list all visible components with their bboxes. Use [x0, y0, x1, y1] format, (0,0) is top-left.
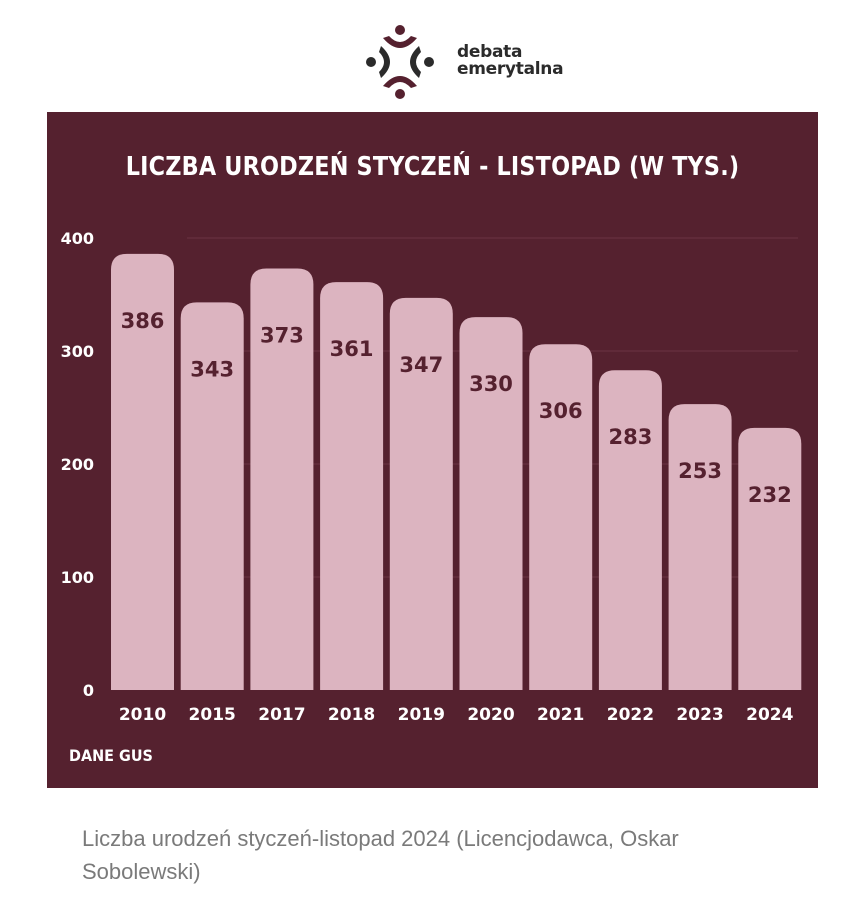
y-tick-label: 400 [61, 229, 94, 248]
logo-wordmark: debata emerytalna [457, 42, 564, 79]
data-label-2017: 373 [260, 324, 304, 348]
bar-2024 [738, 427, 802, 690]
logo-arc-right [410, 46, 421, 78]
logo-line-2: emerytalna [457, 59, 564, 79]
logo-arc-left [379, 46, 390, 78]
logo-dot-left [366, 57, 376, 67]
y-tick-label: 300 [61, 342, 94, 361]
bar-2023 [668, 404, 732, 690]
x-tick-label-2018: 2018 [328, 705, 375, 725]
bar-2010 [111, 253, 174, 690]
logo-dot-top [395, 25, 405, 35]
data-label-2019: 347 [399, 353, 443, 377]
data-label-2021: 306 [539, 399, 583, 423]
chart-title: LICZBA URODZEŃ STYCZEŃ - LISTOPAD (W TYS… [125, 152, 740, 182]
chart-panel: LICZBA URODZEŃ STYCZEŃ - LISTOPAD (W TYS… [47, 112, 818, 788]
bar-2015 [180, 302, 244, 690]
x-tick-label-2020: 2020 [467, 705, 514, 725]
x-tick-label-2015: 2015 [189, 705, 236, 725]
data-label-2024: 232 [748, 483, 792, 507]
x-tick-label-2019: 2019 [398, 705, 445, 725]
data-label-2015: 343 [190, 357, 234, 381]
bar-chart: 0 100 200 300 400 386 2010 343 2015 373 2017 361 201… [61, 229, 802, 725]
data-label-2018: 361 [330, 337, 374, 361]
x-tick-label-2021: 2021 [537, 705, 584, 725]
bar-2021 [529, 344, 593, 690]
bar-2022 [598, 370, 662, 690]
x-tick-label-2022: 2022 [607, 705, 654, 725]
data-label-2010: 386 [121, 309, 165, 333]
source-note: DANE GUS [69, 746, 153, 765]
logo-arc-bottom [383, 76, 417, 88]
bar-2017 [250, 268, 314, 690]
y-tick-label: 0 [83, 681, 94, 700]
x-tick-label-2017: 2017 [258, 705, 305, 725]
x-tick-label-2010: 2010 [119, 705, 166, 725]
bar-2019 [389, 297, 453, 690]
logo-arc-top [383, 36, 417, 48]
data-label-2023: 253 [678, 459, 722, 483]
y-tick-label: 100 [61, 568, 94, 587]
logo-dot-bottom [395, 89, 405, 99]
logo-line-1: debata [457, 42, 523, 62]
bar-2020 [459, 317, 523, 690]
logo-header: debata emerytalna [47, 0, 817, 112]
bar-2018 [320, 282, 384, 690]
data-label-2020: 330 [469, 372, 513, 396]
data-label-2022: 283 [608, 425, 652, 449]
debata-emerytalna-logo-icon [366, 25, 434, 99]
y-tick-label: 200 [61, 455, 94, 474]
image-caption: Liczba urodzeń styczeń-listopad 2024 (Li… [82, 826, 679, 884]
logo-dot-right [424, 57, 434, 67]
x-tick-label-2023: 2023 [676, 705, 723, 725]
x-tick-label-2024: 2024 [746, 705, 793, 725]
